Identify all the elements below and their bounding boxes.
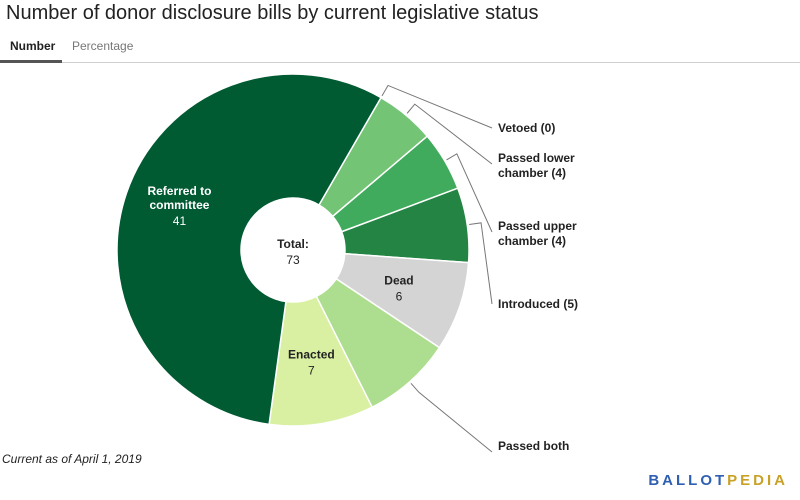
slice-label-passed-upper-chamber: Passed upper chamber (4) — [498, 219, 577, 248]
leader-line-introduced — [469, 222, 493, 305]
slice-referred-to-committee — [116, 73, 383, 426]
logo-ballot: BALLOT — [648, 472, 728, 489]
total-label: Total: — [277, 237, 309, 251]
leader-line-passed-lower-chamber — [406, 103, 493, 165]
ballotpedia-logo: BALLOTPEDIA — [648, 472, 788, 489]
donut-hole — [242, 199, 344, 301]
slice-label-introduced: Introduced (5) — [498, 297, 578, 311]
slice-label-vetoed: Vetoed (0) — [498, 121, 555, 135]
donut-chart: Vetoed (0) Passed lower chamber (4) Passed … — [116, 73, 578, 454]
slice-value-dead: 6 — [396, 289, 403, 303]
leader-line-passed-upper-chamber — [446, 153, 493, 233]
slice-value-enacted: 7 — [308, 363, 315, 377]
slice-label-dead: Dead — [384, 273, 413, 287]
tab-percentage[interactable]: Percentage — [72, 39, 134, 53]
total-value: 73 — [286, 253, 300, 267]
slice-label-referred-to-committee: Referred to committee — [147, 184, 211, 212]
footnote: Current as of April 1, 2019 — [2, 452, 142, 466]
leader-line-vetoed — [381, 84, 493, 129]
slice-label-passed-lower-chamber: Passed lower chamber (4) — [498, 151, 575, 180]
chart-title: Number of donor disclosure bills by curr… — [6, 2, 539, 24]
slice-label-passed-both-chambers: Passed bothchambers (6) — [498, 439, 573, 454]
slice-value-referred-to-committee: 41 — [173, 214, 187, 228]
leader-line-passed-both-chambers — [410, 382, 493, 453]
slice-label-enacted: Enacted — [288, 347, 335, 361]
tab-number[interactable]: Number — [0, 38, 62, 63]
view-tabs: Number Percentage — [0, 36, 800, 63]
logo-pedia: PEDIA — [727, 472, 788, 489]
